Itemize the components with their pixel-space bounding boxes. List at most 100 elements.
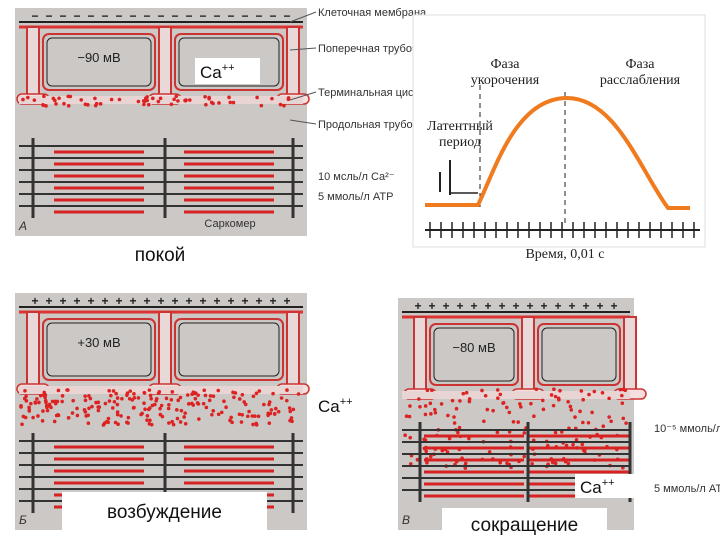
calcium-dot: [86, 413, 91, 418]
charge-sign: +: [185, 294, 192, 308]
calcium-dot: [196, 402, 201, 406]
calcium-dot: [272, 412, 277, 416]
calcium-dot: [428, 454, 433, 459]
calcium-dot: [568, 404, 573, 409]
calcium-dot: [56, 413, 60, 417]
charge-sign: −: [129, 9, 136, 23]
membrane-potential: −80 мВ: [452, 340, 495, 355]
calcium-dot: [592, 389, 597, 394]
calcium-dot: [257, 389, 262, 393]
calcium-dot: [207, 398, 212, 403]
cell-compartment: [42, 33, 156, 91]
calcium-dot: [534, 387, 539, 392]
calcium-dot: [422, 437, 426, 442]
ion-label: Ca++: [200, 62, 235, 82]
calcium-dot: [607, 415, 611, 419]
side-label: 10⁻⁵ ммоль/л Ca²⁺: [654, 423, 720, 435]
t-tubule: [26, 311, 40, 394]
calcium-dot: [245, 414, 250, 419]
calcium-dot: [66, 94, 71, 99]
calcium-dot: [204, 405, 209, 410]
calcium-dot: [176, 99, 180, 103]
calcium-dot: [540, 398, 545, 403]
charge-sign: +: [87, 294, 94, 308]
calcium-dot: [532, 414, 536, 419]
calcium-dot: [464, 390, 469, 395]
calcium-dot: [20, 422, 24, 427]
calcium-dot: [240, 392, 245, 397]
t-tubule: [286, 26, 300, 104]
leader-line: [289, 11, 317, 23]
calcium-dot: [251, 422, 255, 427]
calcium-dot: [158, 406, 162, 411]
calcium-dot: [224, 405, 228, 410]
calcium-dot: [150, 403, 155, 408]
calcium-dot: [60, 394, 65, 398]
t-tubule: [26, 26, 40, 104]
charge-sign: +: [540, 299, 547, 313]
calcium-dot: [62, 101, 66, 106]
calcium-dot: [176, 398, 181, 403]
ion-charge: ++: [222, 62, 235, 74]
charge-sign: −: [269, 9, 276, 23]
charge-sign: −: [213, 9, 220, 23]
ion-base: Ca: [318, 397, 340, 416]
calcium-dot: [516, 420, 521, 424]
calcium-dot: [66, 104, 71, 108]
calcium-dot: [498, 392, 503, 397]
calcium-dot: [423, 412, 428, 417]
calcium-dot: [145, 414, 150, 418]
calcium-dot: [19, 403, 23, 408]
graph: Фаза укорочения Фаза расслабления Латентны…: [412, 14, 706, 262]
charge-sign: +: [101, 294, 108, 308]
calcium-dot: [467, 397, 472, 401]
calcium-dot: [23, 415, 28, 420]
calcium-dot: [136, 396, 141, 400]
side-label: 5 ммоль/л ATP: [654, 483, 720, 495]
charge-sign: +: [143, 294, 150, 308]
calcium-dot: [70, 411, 75, 415]
calcium-dot: [159, 403, 164, 408]
calcium-dot: [571, 442, 575, 447]
latent-label: Латентный период: [427, 119, 493, 150]
calcium-dot: [551, 403, 556, 408]
charge-sign: +: [596, 299, 603, 313]
calcium-dot: [553, 430, 558, 435]
calcium-dot: [107, 399, 112, 403]
calcium-dot: [132, 405, 136, 410]
calcium-dot: [581, 420, 585, 425]
calcium-dot: [178, 420, 183, 424]
calcium-dot: [573, 415, 577, 419]
calcium-dot: [251, 394, 256, 399]
calcium-dot: [88, 396, 93, 401]
side-label: 5 ммоль/л ATP: [318, 191, 393, 203]
calcium-dot: [183, 98, 188, 103]
calcium-dot: [101, 423, 106, 427]
calcium-dot: [37, 400, 41, 405]
calcium-dot: [53, 98, 57, 103]
calcium-dot: [210, 412, 214, 417]
calcium-dot: [456, 430, 460, 435]
charge-sign: −: [143, 9, 150, 23]
calcium-dot: [549, 393, 554, 397]
calcium-dot: [31, 415, 35, 420]
calcium-dot: [27, 407, 32, 412]
calcium-dot: [142, 391, 147, 395]
calcium-dot: [110, 406, 115, 410]
calcium-dot: [75, 406, 79, 411]
ion-base: Ca: [200, 63, 222, 82]
calcium-dot: [24, 394, 28, 399]
calcium-dot: [569, 408, 574, 412]
label-box: [200, 216, 260, 230]
ion-box: [195, 58, 260, 84]
t-tubule: [521, 316, 535, 399]
calcium-dot: [291, 407, 296, 412]
side-label: Терминальная цистерна: [318, 87, 444, 99]
calcium-dot: [216, 412, 221, 417]
calcium-dot: [269, 408, 274, 412]
calcium-dot: [556, 396, 561, 401]
calcium-dot: [552, 387, 556, 392]
sarcomere-label: Саркомер: [204, 218, 255, 230]
calcium-dot: [518, 402, 522, 406]
calcium-dot: [145, 418, 149, 423]
